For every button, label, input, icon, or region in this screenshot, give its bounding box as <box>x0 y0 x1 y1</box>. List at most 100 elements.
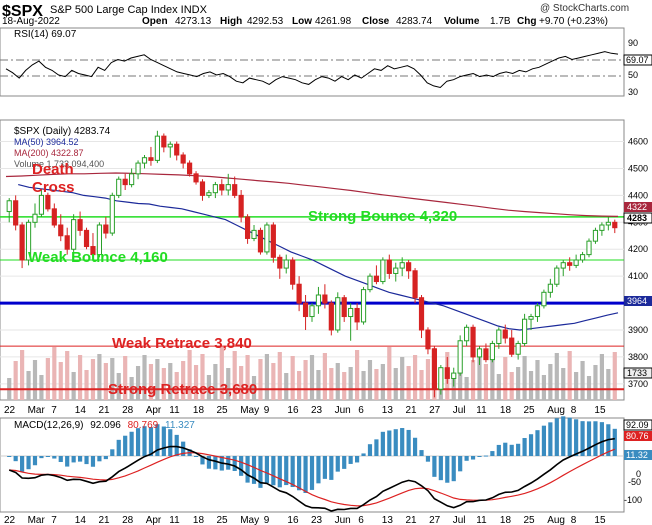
x-axis-label: 25 <box>524 515 536 525</box>
candle <box>360 286 367 325</box>
volume-bar <box>509 372 514 400</box>
x-axis-label: 23 <box>311 515 323 525</box>
ma50-badge-box <box>624 296 652 306</box>
macd-badge3-box <box>624 450 652 460</box>
candle <box>148 146 154 166</box>
candle-body <box>341 297 347 318</box>
candle-body <box>296 283 302 304</box>
macd-histogram-bar <box>528 434 534 456</box>
x-axis-label: 22 <box>4 405 16 416</box>
candle <box>193 171 199 185</box>
x-axis-label: 16 <box>287 405 299 416</box>
candle-body <box>129 173 135 186</box>
volume-bar <box>580 361 585 400</box>
candle <box>586 238 592 258</box>
candle-body <box>154 135 160 161</box>
candle <box>541 289 547 309</box>
macd-histogram-bar <box>400 428 405 456</box>
candle <box>264 222 270 255</box>
candle-body <box>290 259 296 285</box>
candle-body <box>315 294 322 307</box>
candle-body <box>277 256 283 269</box>
candle-body <box>232 184 238 196</box>
volume-bar <box>387 347 392 400</box>
x-axis-label: Mar <box>28 405 46 416</box>
volume-bar <box>297 371 302 400</box>
macd-histogram-bar <box>477 456 482 457</box>
candle-body <box>90 246 96 256</box>
x-axis-label: 21 <box>99 405 111 416</box>
x-axis-label: 18 <box>193 405 205 416</box>
candle <box>470 324 476 363</box>
volume-bar <box>39 375 44 400</box>
candle <box>412 268 418 304</box>
macd-histogram-bar <box>264 456 269 483</box>
rsi-value-badge: 69.07 <box>626 55 649 65</box>
candle <box>103 216 109 239</box>
macd-badge2: 80.76 <box>626 431 649 441</box>
candle <box>502 324 508 344</box>
macd-badge1-box <box>623 419 652 431</box>
x-axis-label: 11 <box>169 515 180 525</box>
candle-body <box>554 267 560 285</box>
candle-body <box>579 254 586 261</box>
macd-legend-v2: 80.769 <box>128 420 159 431</box>
x-axis-label: 14 <box>75 405 87 416</box>
price-tick: 3700 <box>628 379 648 389</box>
x-axis-label: 25 <box>524 405 536 416</box>
volume-bar <box>277 352 282 400</box>
candle <box>438 365 444 395</box>
candle-body <box>322 294 328 304</box>
candle-body <box>521 318 528 344</box>
candle-body <box>38 194 45 215</box>
rsi-value-badge-box <box>623 54 652 66</box>
macd-badge2-box <box>624 431 652 441</box>
macd-histogram-bar <box>599 422 604 456</box>
candle <box>290 257 296 290</box>
close-value: 4283.74 <box>396 16 433 27</box>
volume-bar <box>477 355 482 400</box>
macd-histogram-bar <box>580 421 585 456</box>
annotation-death-cross-1: Death <box>32 161 74 178</box>
volume-bar <box>528 371 534 400</box>
macd-histogram-bar <box>483 455 489 457</box>
macd-histogram-bar <box>284 456 289 486</box>
macd-histogram-bar <box>322 456 327 479</box>
candle <box>283 254 289 274</box>
x-axis-label: Aug <box>547 405 565 416</box>
candle <box>567 257 573 271</box>
annotation-weak-retrace: Weak Retrace 3,840 <box>112 335 252 352</box>
volume-bar <box>271 363 276 400</box>
macd-histogram-bar <box>155 424 160 456</box>
macd-histogram-bar <box>148 427 154 456</box>
candle-body <box>270 224 276 258</box>
annotation-strong-bounce: Strong Bounce 4,320 <box>308 208 457 225</box>
candle <box>96 222 103 258</box>
macd-histogram-bar <box>77 456 83 462</box>
candle-body <box>470 326 476 358</box>
candle-body <box>199 181 206 196</box>
volume-bar <box>541 375 547 400</box>
x-axis-label: Jun <box>335 405 351 416</box>
candle-body <box>25 221 32 261</box>
macd-histogram-bar <box>355 456 360 463</box>
macd-histogram-bar <box>593 421 598 456</box>
macd-histogram-bar <box>470 456 476 460</box>
macd-histogram-bar <box>258 456 263 488</box>
macd-histogram-bar <box>110 449 115 456</box>
macd-histogram-bar <box>432 456 437 477</box>
macd-histogram-bar <box>335 456 340 472</box>
candle <box>38 190 45 217</box>
rsi-panel: RSI(14) 69.07 90 70 50 30 69.07 <box>0 27 652 97</box>
macd-histogram-bar <box>7 456 12 457</box>
candle-body <box>406 262 412 272</box>
volume-bar <box>309 355 315 400</box>
volume-bar <box>348 367 353 400</box>
x-axis-label: Apr <box>146 515 162 525</box>
candle-body <box>109 194 115 234</box>
macd-histogram-bar <box>135 428 141 456</box>
candle-body <box>148 157 154 161</box>
x-axis-label: 7 <box>51 405 57 416</box>
x-axis-label: 6 <box>358 515 364 525</box>
candle <box>354 303 360 330</box>
